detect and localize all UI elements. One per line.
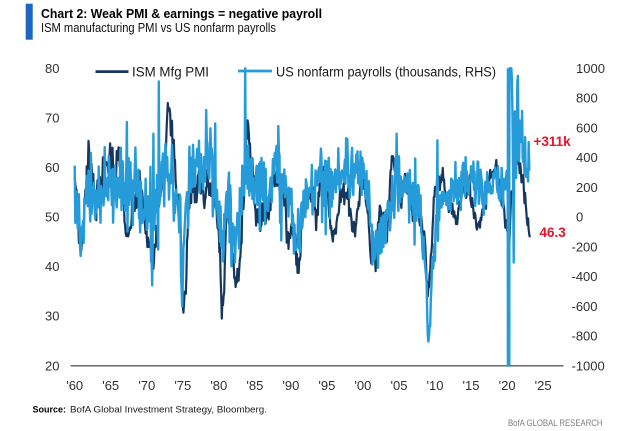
svg-text:200: 200 — [576, 180, 598, 195]
svg-text:-800: -800 — [572, 329, 598, 344]
svg-text:ISM Mfg PMI: ISM Mfg PMI — [132, 65, 209, 80]
svg-text:'70: '70 — [138, 378, 155, 393]
svg-text:'90: '90 — [282, 378, 299, 393]
svg-text:'75: '75 — [174, 378, 191, 393]
svg-text:'05: '05 — [391, 378, 408, 393]
svg-text:Source:: Source: — [33, 405, 67, 415]
svg-text:50: 50 — [45, 210, 59, 225]
svg-text:ISM manufacturing PMI vs US no: ISM manufacturing PMI vs US nonfarm payr… — [41, 21, 276, 35]
svg-text:'85: '85 — [246, 378, 263, 393]
svg-text:'60: '60 — [66, 378, 83, 393]
svg-text:-400: -400 — [572, 269, 598, 284]
svg-text:46.3: 46.3 — [540, 225, 567, 240]
svg-text:-600: -600 — [572, 299, 598, 314]
svg-text:800: 800 — [576, 91, 598, 106]
svg-text:'20: '20 — [499, 378, 516, 393]
svg-text:400: 400 — [576, 150, 598, 165]
svg-text:+311k: +311k — [534, 134, 572, 149]
svg-text:0: 0 — [576, 210, 583, 225]
svg-text:'00: '00 — [354, 378, 371, 393]
svg-text:40: 40 — [45, 259, 59, 274]
svg-text:-200: -200 — [572, 239, 598, 254]
svg-text:600: 600 — [576, 120, 598, 135]
svg-text:US nonfarm payrolls (thousands: US nonfarm payrolls (thousands, RHS) — [276, 65, 496, 80]
svg-text:'95: '95 — [318, 378, 335, 393]
svg-text:1000: 1000 — [576, 61, 605, 76]
svg-text:70: 70 — [45, 111, 59, 126]
svg-text:30: 30 — [45, 309, 59, 324]
svg-text:'25: '25 — [535, 378, 552, 393]
svg-text:BofA GLOBAL RESEARCH: BofA GLOBAL RESEARCH — [508, 418, 603, 428]
svg-text:'15: '15 — [463, 378, 480, 393]
svg-text:'65: '65 — [102, 378, 119, 393]
svg-text:80: 80 — [45, 61, 59, 76]
svg-text:'10: '10 — [427, 378, 444, 393]
svg-text:'80: '80 — [210, 378, 227, 393]
svg-text:60: 60 — [45, 160, 59, 175]
svg-text:Chart 2: Weak PMI & earnings: Chart 2: Weak PMI & earnings = negative … — [41, 6, 322, 21]
svg-text:20: 20 — [45, 358, 59, 373]
svg-text:-1000: -1000 — [572, 358, 605, 373]
svg-text:BofA Global Investment Strateg: BofA Global Investment Strategy, Bloombe… — [70, 405, 267, 415]
